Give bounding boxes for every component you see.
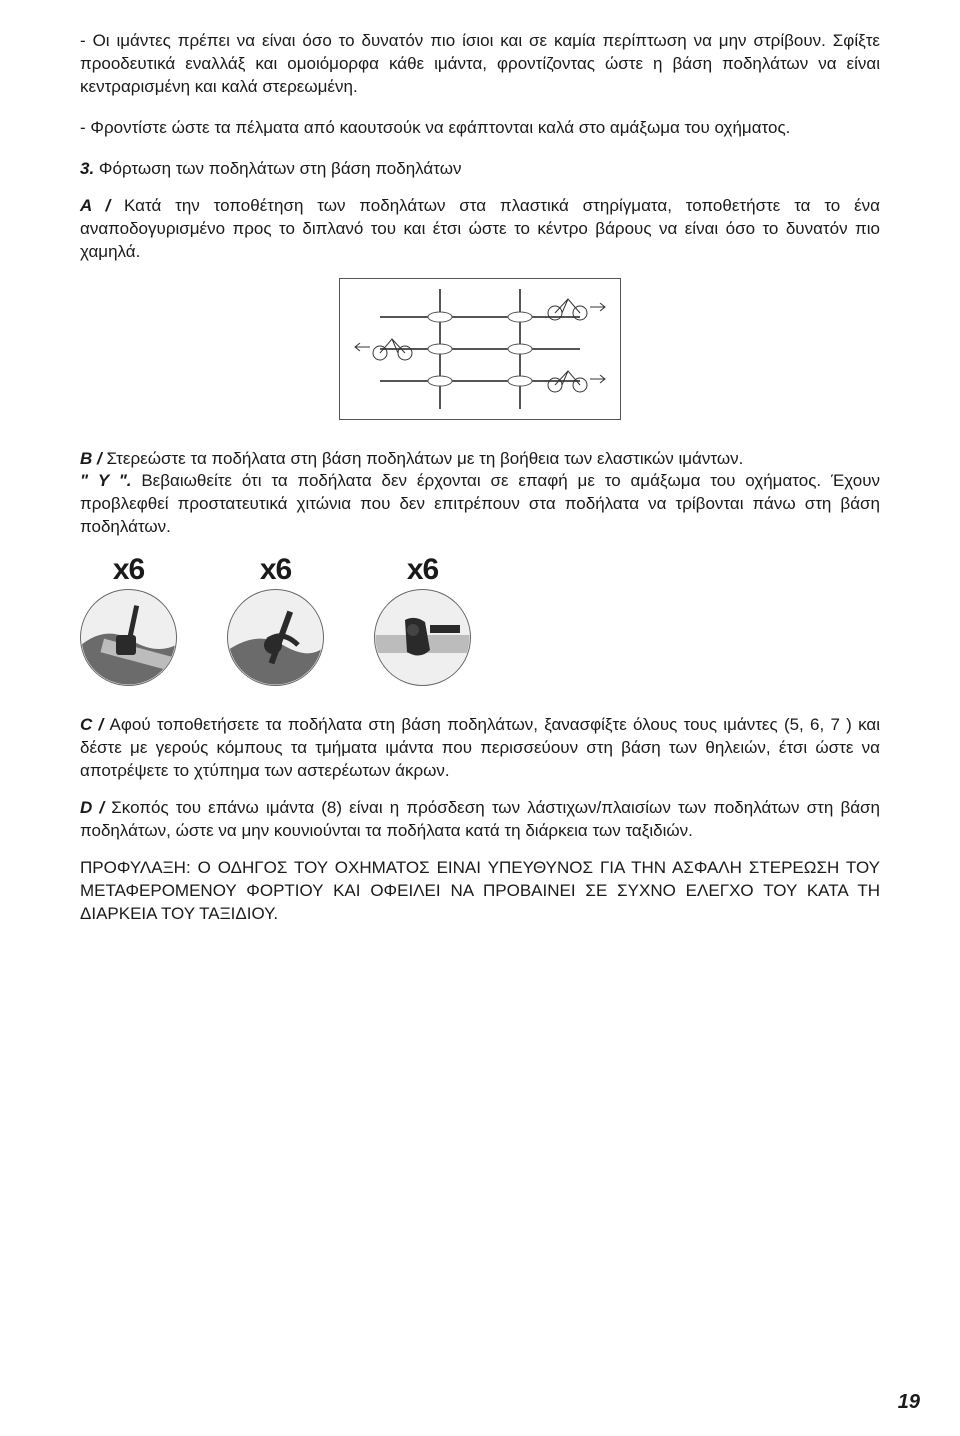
strap-step-2-icon (227, 589, 324, 686)
x6-label-3: x6 (407, 553, 438, 587)
x6-item-3: x6 (374, 553, 471, 686)
step-d-text: Σκοπός του επάνω ιμάντα (8) είναι η πρόσ… (80, 798, 880, 840)
step-a-lead: A / (80, 196, 110, 215)
section-3-title: 3. Φόρτωση των ποδηλάτων στη βάση ποδηλά… (80, 158, 880, 181)
x6-item-1: x6 (80, 553, 177, 686)
step-b-text2: Βεβαιωθείτε ότι τα ποδήλατα δεν έρχονται… (80, 471, 880, 536)
x6-label-2: x6 (260, 553, 291, 587)
page-number: 19 (898, 1391, 920, 1414)
x6-label-1: x6 (113, 553, 144, 587)
page: - Οι ιμάντες πρέπει να είναι όσο το δυνα… (0, 0, 960, 1436)
strap-step-3-icon (374, 589, 471, 686)
step-b-lead: B / (80, 449, 102, 468)
x6-row: x6 x6 (80, 553, 880, 686)
section-title-text: Φόρτωση των ποδηλάτων στη βάση ποδηλάτων (99, 159, 462, 178)
step-b-text1: Στερεώστε τα ποδήλατα στη βάση ποδηλάτων… (102, 449, 744, 468)
step-c-lead: C / (80, 715, 103, 734)
caution-paragraph: ΠΡΟΦΥΛΑΞΗ: Ο ΟΔΗΓΟΣ ΤΟΥ ΟΧΗΜΑΤΟΣ ΕΙΝΑΙ Υ… (80, 857, 880, 926)
x6-item-2: x6 (227, 553, 324, 686)
bikes-on-rack-diagram (339, 278, 621, 420)
step-c-text: Αφού τοποθετήσετε τα ποδήλατα στη βάση π… (80, 715, 880, 780)
paragraph-straps: - Οι ιμάντες πρέπει να είναι όσο το δυνα… (80, 30, 880, 99)
step-b: B / Στερεώστε τα ποδήλατα στη βάση ποδηλ… (80, 448, 880, 540)
step-d-lead: D / (80, 798, 104, 817)
step-a-text: Κατά την τοποθέτηση των ποδηλάτων στα πλ… (80, 196, 880, 261)
step-d: D / Σκοπός του επάνω ιμάντα (8) είναι η … (80, 797, 880, 843)
step-a: A / Κατά την τοποθέτηση των ποδηλάτων στ… (80, 195, 880, 264)
step-b-y-lead: " Y ". (80, 471, 132, 490)
step-c: C / Αφού τοποθετήσετε τα ποδήλατα στη βά… (80, 714, 880, 783)
section-number: 3. (80, 159, 94, 178)
paragraph-rubber-pads: - Φροντίστε ώστε τα πέλματα από καουτσού… (80, 117, 880, 140)
strap-step-1-icon (80, 589, 177, 686)
